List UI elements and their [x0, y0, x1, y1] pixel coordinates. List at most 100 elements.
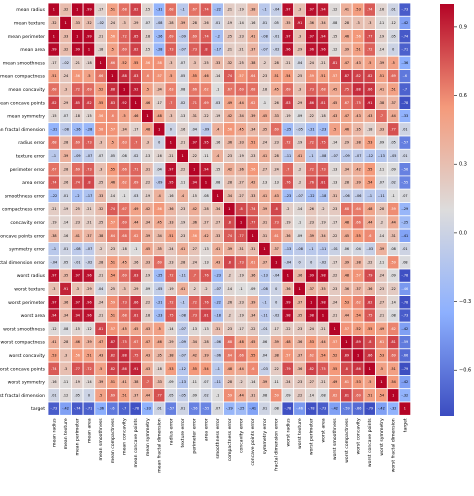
- cell-value-label: .21: [320, 380, 325, 384]
- cell-value-label: .08: [215, 181, 220, 185]
- cell-value-label: .5: [99, 393, 102, 397]
- cell-value-label: .55: [367, 167, 372, 171]
- cell-value-label: .42: [192, 207, 197, 211]
- cell-value-label: .54: [379, 393, 384, 397]
- row-label: worst concave points: [0, 366, 46, 372]
- cell-value-label: .69: [75, 141, 80, 145]
- cell-value-label: 1: [158, 127, 160, 131]
- column-label: mean radius: [51, 418, 57, 447]
- colorbar: [440, 4, 454, 416]
- cell-value-label: .08: [203, 194, 208, 198]
- cell-value-label: .16: [379, 8, 384, 12]
- cell-value-label: .47: [344, 114, 349, 118]
- cell-value-label: .47: [98, 340, 103, 344]
- cell-value-label: .13: [273, 181, 278, 185]
- cell-value-label: .8: [368, 340, 371, 344]
- cell-value-label: .14: [309, 393, 314, 397]
- cell-value-label: -.08: [74, 247, 81, 251]
- cell-value-label: .23: [379, 287, 384, 291]
- cell-value-label: .13: [332, 181, 337, 185]
- cell-value-label: .39: [379, 247, 384, 251]
- cell-value-label: .01: [390, 8, 395, 12]
- cell-value-label: -.07: [179, 48, 186, 52]
- cell-value-label: 1: [205, 181, 207, 185]
- cell-value-label: .25: [98, 220, 103, 224]
- cell-value-label: .33: [379, 127, 384, 131]
- column-label: fractal dimension error: [274, 418, 280, 471]
- cell-value-label: .72: [367, 48, 372, 52]
- cell-value-label: .55: [133, 61, 138, 65]
- cell-value-label: .13: [203, 247, 208, 251]
- cell-value-label: .27: [192, 247, 197, 251]
- cell-value-label: .22: [367, 260, 372, 264]
- cell-value-label: .08: [390, 247, 395, 251]
- cell-value-label: .38: [379, 101, 384, 105]
- cell-value-label: .41: [75, 234, 80, 238]
- cell-value-label: .39: [145, 234, 150, 238]
- cell-value-label: .66: [238, 353, 243, 357]
- cell-value-label: .63: [121, 141, 126, 145]
- cell-value-label: .21: [332, 314, 337, 318]
- cell-value-label: .14: [379, 234, 384, 238]
- cell-value-label: -.79: [366, 407, 373, 411]
- cell-value-label: .21: [320, 61, 325, 65]
- cell-value-label: .44: [320, 340, 325, 344]
- cell-value-label: .5: [122, 114, 125, 118]
- cell-value-label: .69: [355, 393, 360, 397]
- cell-value-label: 1: [334, 327, 336, 331]
- cell-value-label: -.1: [215, 367, 219, 371]
- cell-value-label: .19: [180, 220, 185, 224]
- cell-value-label: .61: [344, 380, 349, 384]
- cell-value-label: .72: [285, 141, 290, 145]
- cell-value-label: .33: [63, 34, 68, 38]
- cell-value-label: .51: [379, 74, 384, 78]
- cell-value-label: .6: [111, 114, 114, 118]
- cell-value-label: .5: [169, 74, 172, 78]
- column-label: texture error: [180, 418, 186, 447]
- cell-value-label: -.7: [403, 87, 407, 91]
- cell-value-label: .5: [158, 327, 161, 331]
- cell-value-label: .31: [215, 327, 220, 331]
- cell-value-label: .62: [121, 181, 126, 185]
- cell-value-label: .22: [309, 114, 314, 118]
- cell-value-label: 1: [287, 274, 289, 278]
- cell-value-label: .71: [192, 101, 197, 105]
- cell-value-label: .41: [51, 340, 56, 344]
- cell-value-label: -.42: [402, 380, 409, 384]
- column-labels: mean radius mean texture mean perimeter mea…: [51, 418, 408, 473]
- cell-value-label: .52: [121, 61, 126, 65]
- cell-value-label: .52: [332, 353, 337, 357]
- cell-value-label: 1: [111, 74, 113, 78]
- cell-value-label: .74: [250, 207, 255, 211]
- cell-value-label: .22: [145, 181, 150, 185]
- cell-value-label: -.28: [86, 127, 93, 131]
- cell-value-label: .32: [51, 21, 56, 25]
- cell-value-label: .23: [75, 220, 80, 224]
- cell-value-label: .42: [192, 353, 197, 357]
- cell-value-label: -.02: [62, 61, 69, 65]
- cell-value-label: .51: [390, 367, 395, 371]
- cell-value-label: .82: [110, 353, 115, 357]
- cell-value-label: -.23: [285, 194, 292, 198]
- cell-value-label: .81: [344, 393, 349, 397]
- cell-value-label: -.21: [156, 300, 163, 304]
- cell-value-label: .45: [250, 340, 255, 344]
- cell-value-label: .69: [121, 220, 126, 224]
- cell-value-label: 1: [123, 87, 125, 91]
- cell-value-label: .37: [273, 247, 278, 251]
- cell-value-label: .32: [227, 61, 232, 65]
- cell-value-label: .86: [367, 353, 372, 357]
- cell-value-label: .77: [367, 34, 372, 38]
- cell-value-label: .41: [262, 154, 267, 158]
- cell-value-label: .53: [367, 141, 372, 145]
- cell-value-label: -.42: [62, 407, 69, 411]
- cell-value-label: -.56: [402, 167, 409, 171]
- cell-value-label: .3: [64, 367, 67, 371]
- cell-value-label: .82: [110, 367, 115, 371]
- cell-value-label: .69: [390, 353, 395, 357]
- cell-value-label: .49: [227, 101, 232, 105]
- row-label: area error: [22, 180, 45, 186]
- cell-value-label: .68: [344, 207, 349, 211]
- cell-value-label: .24: [332, 300, 337, 304]
- cell-value-label: .4: [216, 127, 219, 131]
